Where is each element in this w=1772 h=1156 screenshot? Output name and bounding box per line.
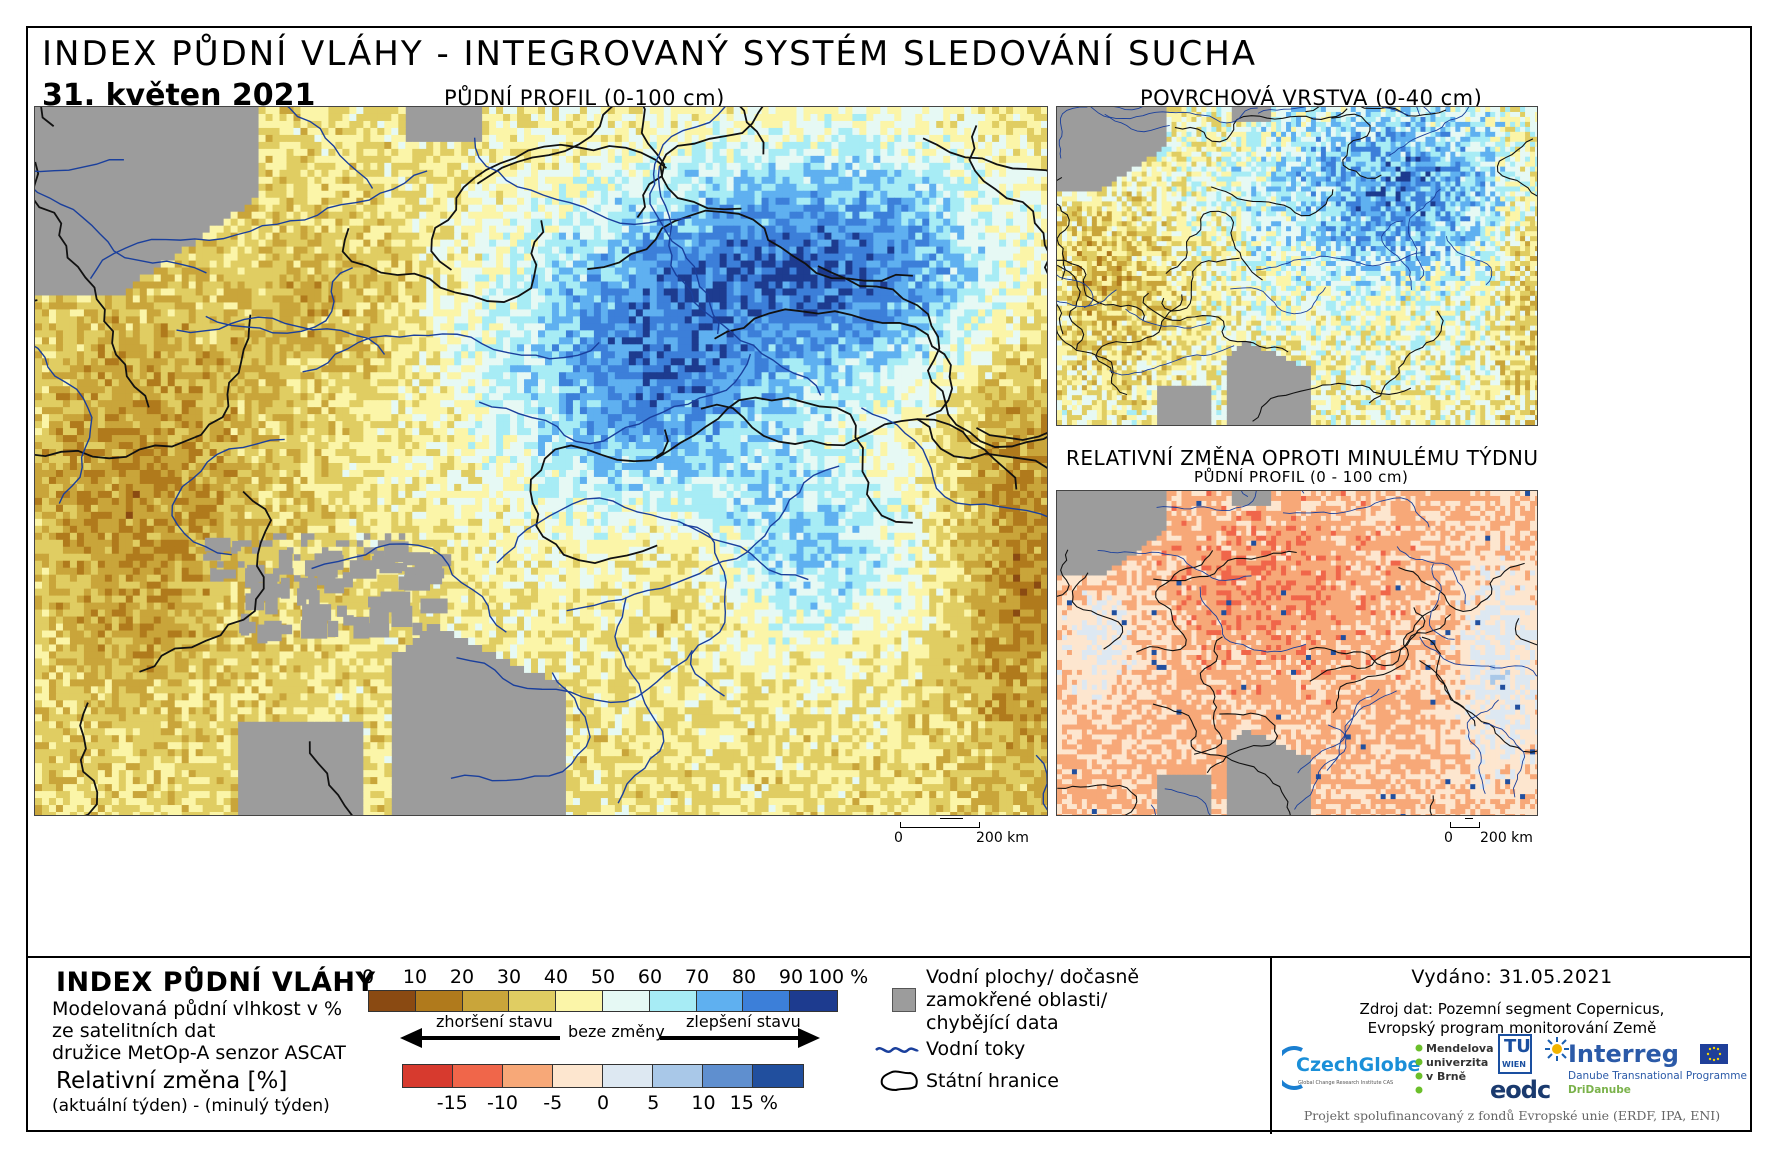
- ramp-swatch: [696, 991, 744, 1011]
- ramp-swatch: [603, 1065, 653, 1087]
- ramp-tick-label: 40: [544, 966, 568, 988]
- ramp-tick-label: 0: [362, 966, 374, 988]
- main-soil-moisture-map[interactable]: [34, 106, 1048, 816]
- interreg-logo: Interreg Danube Transnational Programme …: [1544, 1036, 1750, 1102]
- ramp-tick-label: 10: [403, 966, 427, 988]
- issued-date: Vydáno: 31.05.2021: [1270, 966, 1754, 988]
- ramp-tick-label: 80: [732, 966, 756, 988]
- change-color-ramp: [402, 1064, 804, 1088]
- legend-divider: [28, 956, 1750, 958]
- bulletin-frame: INDEX PŮDNÍ VLÁHY - INTEGROVANÝ SYSTÉM S…: [26, 26, 1754, 1134]
- surface-map-raster: [1057, 107, 1537, 425]
- eodc-logo: eodc: [1490, 1076, 1551, 1104]
- ramp-swatch: [703, 1065, 753, 1087]
- ramp-tick-label: 50: [591, 966, 615, 988]
- czechglobe-logo: CzechGlobe Global Change Research Instit…: [1282, 1044, 1420, 1096]
- ramp-swatch: [503, 1065, 553, 1087]
- info-divider: [1270, 956, 1272, 1134]
- relative-change-title: Relativní změna [%]: [56, 1068, 287, 1094]
- nochange-label: beze změny: [568, 1022, 665, 1041]
- ramp-swatch: [649, 991, 697, 1011]
- eu-flag-icon: [1700, 1044, 1728, 1064]
- ramp-tick-label: 15 %: [730, 1092, 778, 1114]
- relative-change-formula: (aktuální týden) - (minulý týden): [52, 1096, 330, 1116]
- legend-description: Modelovaná půdní vlhkost v % ze satelitn…: [52, 998, 346, 1064]
- ramp-tick-label: 70: [685, 966, 709, 988]
- rivers-label: Vodní toky: [926, 1038, 1025, 1061]
- ramp-tick-label: 90: [779, 966, 803, 988]
- change-ramp-ticks: -15 -10 -5 0 5 10 15 %: [402, 1092, 804, 1114]
- ramp-tick-label: 10: [691, 1092, 715, 1114]
- ramp-tick-label: -15: [437, 1092, 468, 1114]
- index-ramp-ticks: 0 10 20 30 40 50 60 70 80 90 100 %: [362, 966, 868, 988]
- main-map-raster: [35, 107, 1047, 815]
- ramp-swatch: [462, 991, 510, 1011]
- ramp-swatch: [602, 991, 650, 1011]
- ramp-swatch: [553, 1065, 603, 1087]
- better-label: zlepšení stavu: [686, 1012, 801, 1031]
- change-map-sublabel: PŮDNÍ PROFIL (0 - 100 cm): [1194, 468, 1408, 486]
- worse-label: zhoršení stavu: [436, 1012, 553, 1031]
- legend-title: INDEX PŮDNÍ VLÁHY: [56, 967, 376, 998]
- data-source: Zdroj dat: Pozemní segment Copernicus, E…: [1270, 1000, 1754, 1038]
- ramp-tick-label: 0: [597, 1092, 609, 1114]
- change-direction-arrows: zhoršení stavu beze změny zlepšení stavu: [400, 1012, 820, 1058]
- ramp-swatch: [653, 1065, 703, 1087]
- ramp-tick-label: 100 %: [808, 966, 868, 988]
- ramp-swatch: [790, 991, 837, 1011]
- water-bodies-label: Vodní plochy/ dočasně zamokřené oblasti/…: [926, 966, 1139, 1035]
- ramp-tick-label: 60: [638, 966, 662, 988]
- border-outline-icon: [880, 1070, 918, 1092]
- ramp-tick-label: -10: [487, 1092, 518, 1114]
- borders-label: Státní hranice: [926, 1070, 1059, 1093]
- ramp-swatch: [743, 991, 791, 1011]
- relative-change-map[interactable]: [1056, 490, 1538, 816]
- ramp-swatch: [369, 991, 416, 1011]
- ramp-swatch: [453, 1065, 503, 1087]
- water-bodies-swatch: [892, 988, 916, 1012]
- index-color-ramp: [368, 990, 838, 1012]
- change-map-label: RELATIVNÍ ZMĚNA OPROTI MINULÉMU TÝDNU: [1066, 446, 1539, 470]
- ramp-tick-label: -5: [543, 1092, 562, 1114]
- river-line-icon: [875, 1047, 919, 1053]
- ramp-tick-label: 30: [497, 966, 521, 988]
- ramp-swatch: [556, 991, 603, 1011]
- tuwien-logo: TU WIEN: [1498, 1034, 1532, 1074]
- mendelu-logo: Mendelova univerzita v Brně: [1414, 1040, 1494, 1100]
- ramp-swatch: [403, 1065, 453, 1087]
- surface-layer-map[interactable]: [1056, 106, 1538, 426]
- change-map-raster: [1057, 491, 1537, 815]
- ramp-tick-label: 5: [647, 1092, 659, 1114]
- ramp-swatch: [509, 991, 557, 1011]
- ramp-swatch: [753, 1065, 803, 1087]
- ramp-swatch: [415, 991, 463, 1011]
- funding-note: Projekt spolufinancovaný z fondů Evropsk…: [1270, 1108, 1754, 1123]
- page-title: INDEX PŮDNÍ VLÁHY - INTEGROVANÝ SYSTÉM S…: [42, 34, 1257, 74]
- ramp-tick-label: 20: [450, 966, 474, 988]
